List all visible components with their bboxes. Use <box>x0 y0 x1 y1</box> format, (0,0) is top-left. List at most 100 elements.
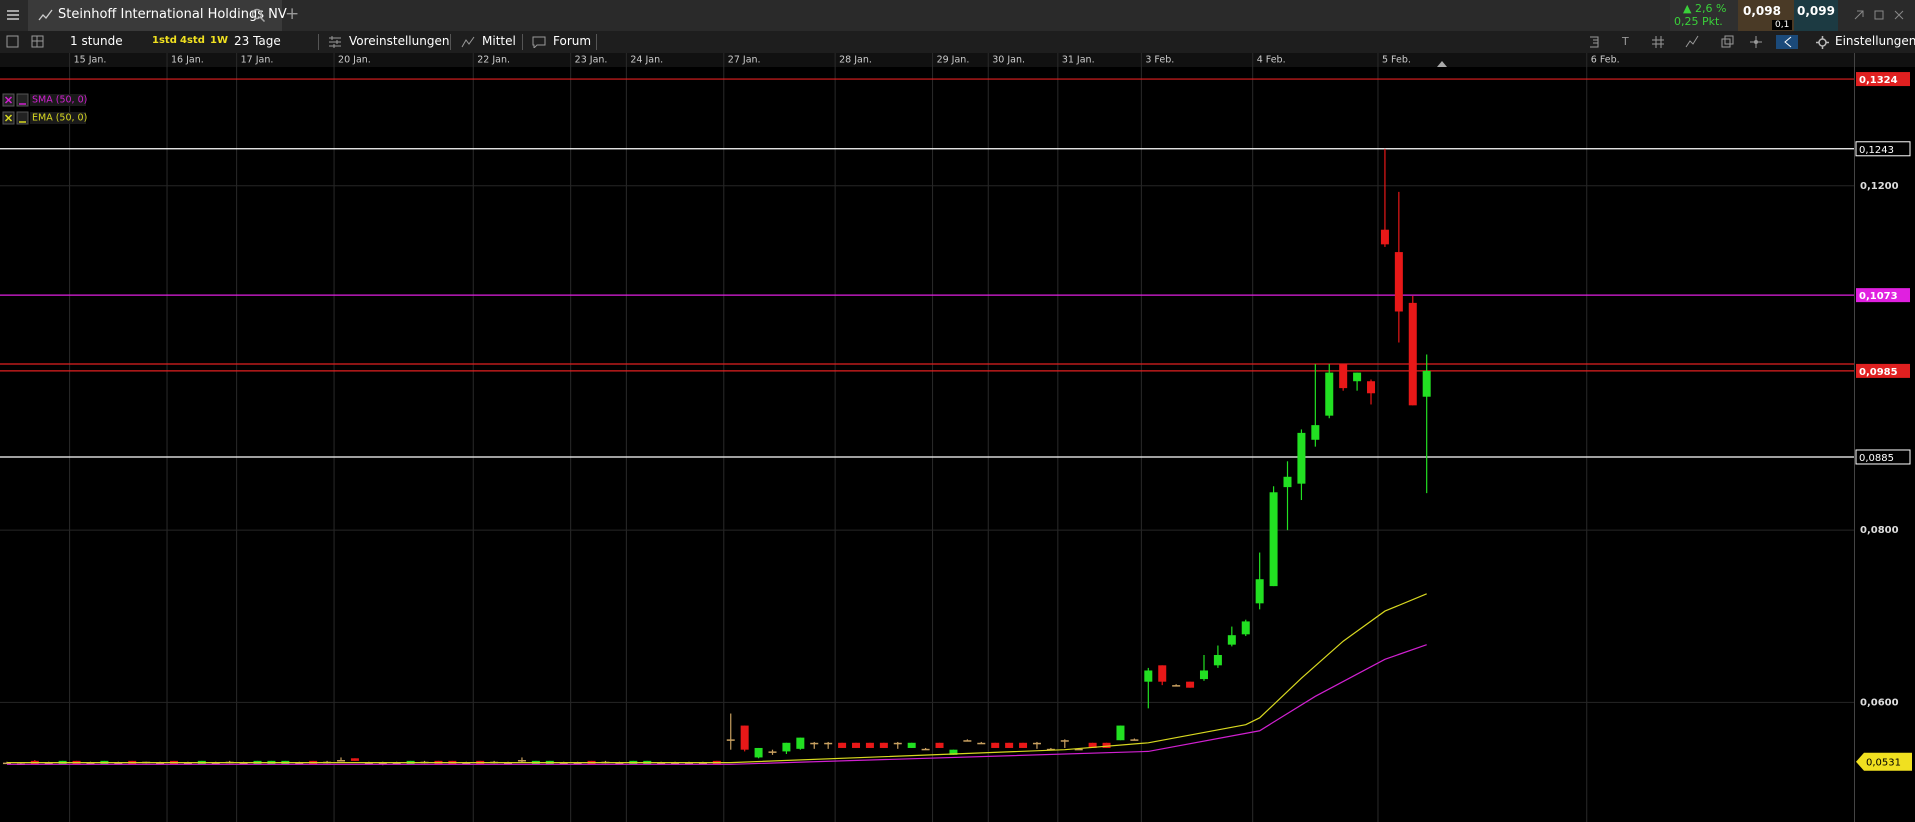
change-box <box>1670 0 1738 31</box>
legend-style <box>16 93 29 107</box>
candle-body <box>935 742 944 748</box>
forum-icon <box>532 36 546 48</box>
average-button[interactable]: Mittel <box>482 34 516 48</box>
candle-body <box>740 725 749 750</box>
candle-body <box>1074 748 1083 751</box>
forum-button[interactable]: Forum <box>553 34 592 48</box>
add-tab[interactable]: + <box>285 4 300 24</box>
candle-body <box>1394 252 1403 312</box>
toolbar: 1 stunde 1std 4std 1W 23 Tage Voreinstel… <box>0 31 1915 54</box>
candle-body <box>2 762 11 765</box>
y-tick-label: 0,0600 <box>1860 697 1899 708</box>
level-box <box>1856 363 1910 378</box>
legend-bg <box>30 112 86 124</box>
interval[interactable]: 1 stunde <box>70 34 123 48</box>
candle-body <box>671 762 680 765</box>
spread: 0,1 <box>1772 20 1793 30</box>
legend-close-icon <box>4 96 13 104</box>
candle-body <box>921 748 930 751</box>
legend-close-icon <box>4 114 13 122</box>
x-tick-label: 22 Jan. <box>477 55 510 66</box>
preset[interactable]: 4std <box>180 35 205 46</box>
candle-body <box>698 762 707 765</box>
candle-body <box>796 737 805 749</box>
grid <box>0 53 1854 822</box>
settings-icon <box>1816 36 1829 49</box>
average-icon <box>461 36 475 48</box>
candle-body <box>1255 579 1264 604</box>
candle-body <box>378 762 387 765</box>
candle-body <box>1005 742 1014 748</box>
search-icon[interactable] <box>251 8 266 23</box>
candle-body <box>824 742 833 745</box>
range[interactable]: 23 Tage <box>234 34 281 48</box>
candle-body <box>1116 725 1125 741</box>
svg-text:T: T <box>1621 35 1629 48</box>
candle-body <box>1227 635 1236 645</box>
candle-body <box>1060 740 1069 742</box>
candle-body <box>1269 492 1278 587</box>
legend-style <box>16 111 29 125</box>
candle-body <box>1130 739 1139 741</box>
indicator-line <box>6 593 1427 764</box>
candle-body <box>977 742 986 745</box>
separator <box>522 34 523 50</box>
candle-body <box>114 762 123 765</box>
x-tick-label: 6 Feb. <box>1591 55 1620 66</box>
candle-body <box>1186 681 1195 688</box>
x-tick-label: 4 Feb. <box>1257 55 1286 66</box>
level-flag <box>1856 752 1912 771</box>
candle-body <box>295 762 304 765</box>
level-box <box>1856 72 1910 87</box>
candle-body <box>1144 670 1153 682</box>
settings-button[interactable]: Einstellungen <box>1835 34 1915 48</box>
x-tick-label: 24 Jan. <box>630 55 663 66</box>
preset[interactable]: 1std <box>152 35 177 46</box>
candle-body <box>1380 229 1389 245</box>
candle-body <box>1325 372 1334 416</box>
ask-box[interactable] <box>1794 0 1838 31</box>
candle-body <box>44 762 53 765</box>
layout-icons[interactable] <box>6 35 46 49</box>
candle-body <box>504 762 513 765</box>
change-pct: ▲ 2,6 % <box>1683 2 1727 15</box>
candle-body <box>1213 654 1222 666</box>
x-tick-label: 29 Jan. <box>937 55 970 66</box>
candle-body <box>559 762 568 765</box>
tab[interactable] <box>28 0 282 31</box>
x-tick-label: 27 Jan. <box>728 55 761 66</box>
candle-body <box>782 742 791 752</box>
preset[interactable]: 1W <box>210 35 228 46</box>
level-label: 0,1324 <box>1859 75 1898 86</box>
level-label: 0,0985 <box>1859 367 1898 378</box>
separator <box>596 34 597 50</box>
presets-icon <box>329 36 341 48</box>
window-icons[interactable] <box>1852 8 1912 22</box>
x-tick-label: 20 Jan. <box>338 55 371 66</box>
level-box <box>1856 288 1910 303</box>
chart-icon <box>38 9 53 21</box>
candle-body <box>810 742 819 745</box>
menu-icon[interactable] <box>6 8 20 22</box>
candle-body <box>684 762 693 765</box>
tool-icons[interactable]: T <box>1586 35 1816 49</box>
level-label: 0,0531 <box>1866 758 1901 769</box>
candle-body <box>183 762 192 765</box>
candle-body <box>392 762 401 765</box>
candle-body <box>615 762 624 765</box>
candle-body <box>1283 476 1292 488</box>
bid[interactable]: 0,098 <box>1743 4 1781 18</box>
level-label: 0,1243 <box>1859 145 1894 156</box>
candle-body <box>893 742 902 745</box>
candle-body <box>754 747 763 758</box>
presets-button[interactable]: Voreinstellungen <box>349 34 450 48</box>
candle-body <box>1367 381 1376 394</box>
candle-body <box>517 760 526 762</box>
top-bar: Steinhoff International Holdings NV + ▲ … <box>0 0 1915 32</box>
level-label: 0,0885 <box>1859 453 1894 464</box>
ask[interactable]: 0,099 <box>1797 4 1835 18</box>
x-tick-label: 30 Jan. <box>992 55 1025 66</box>
x-tick-label: 5 Feb. <box>1382 55 1411 66</box>
change-pts: 0,25 Pkt. <box>1674 15 1723 28</box>
